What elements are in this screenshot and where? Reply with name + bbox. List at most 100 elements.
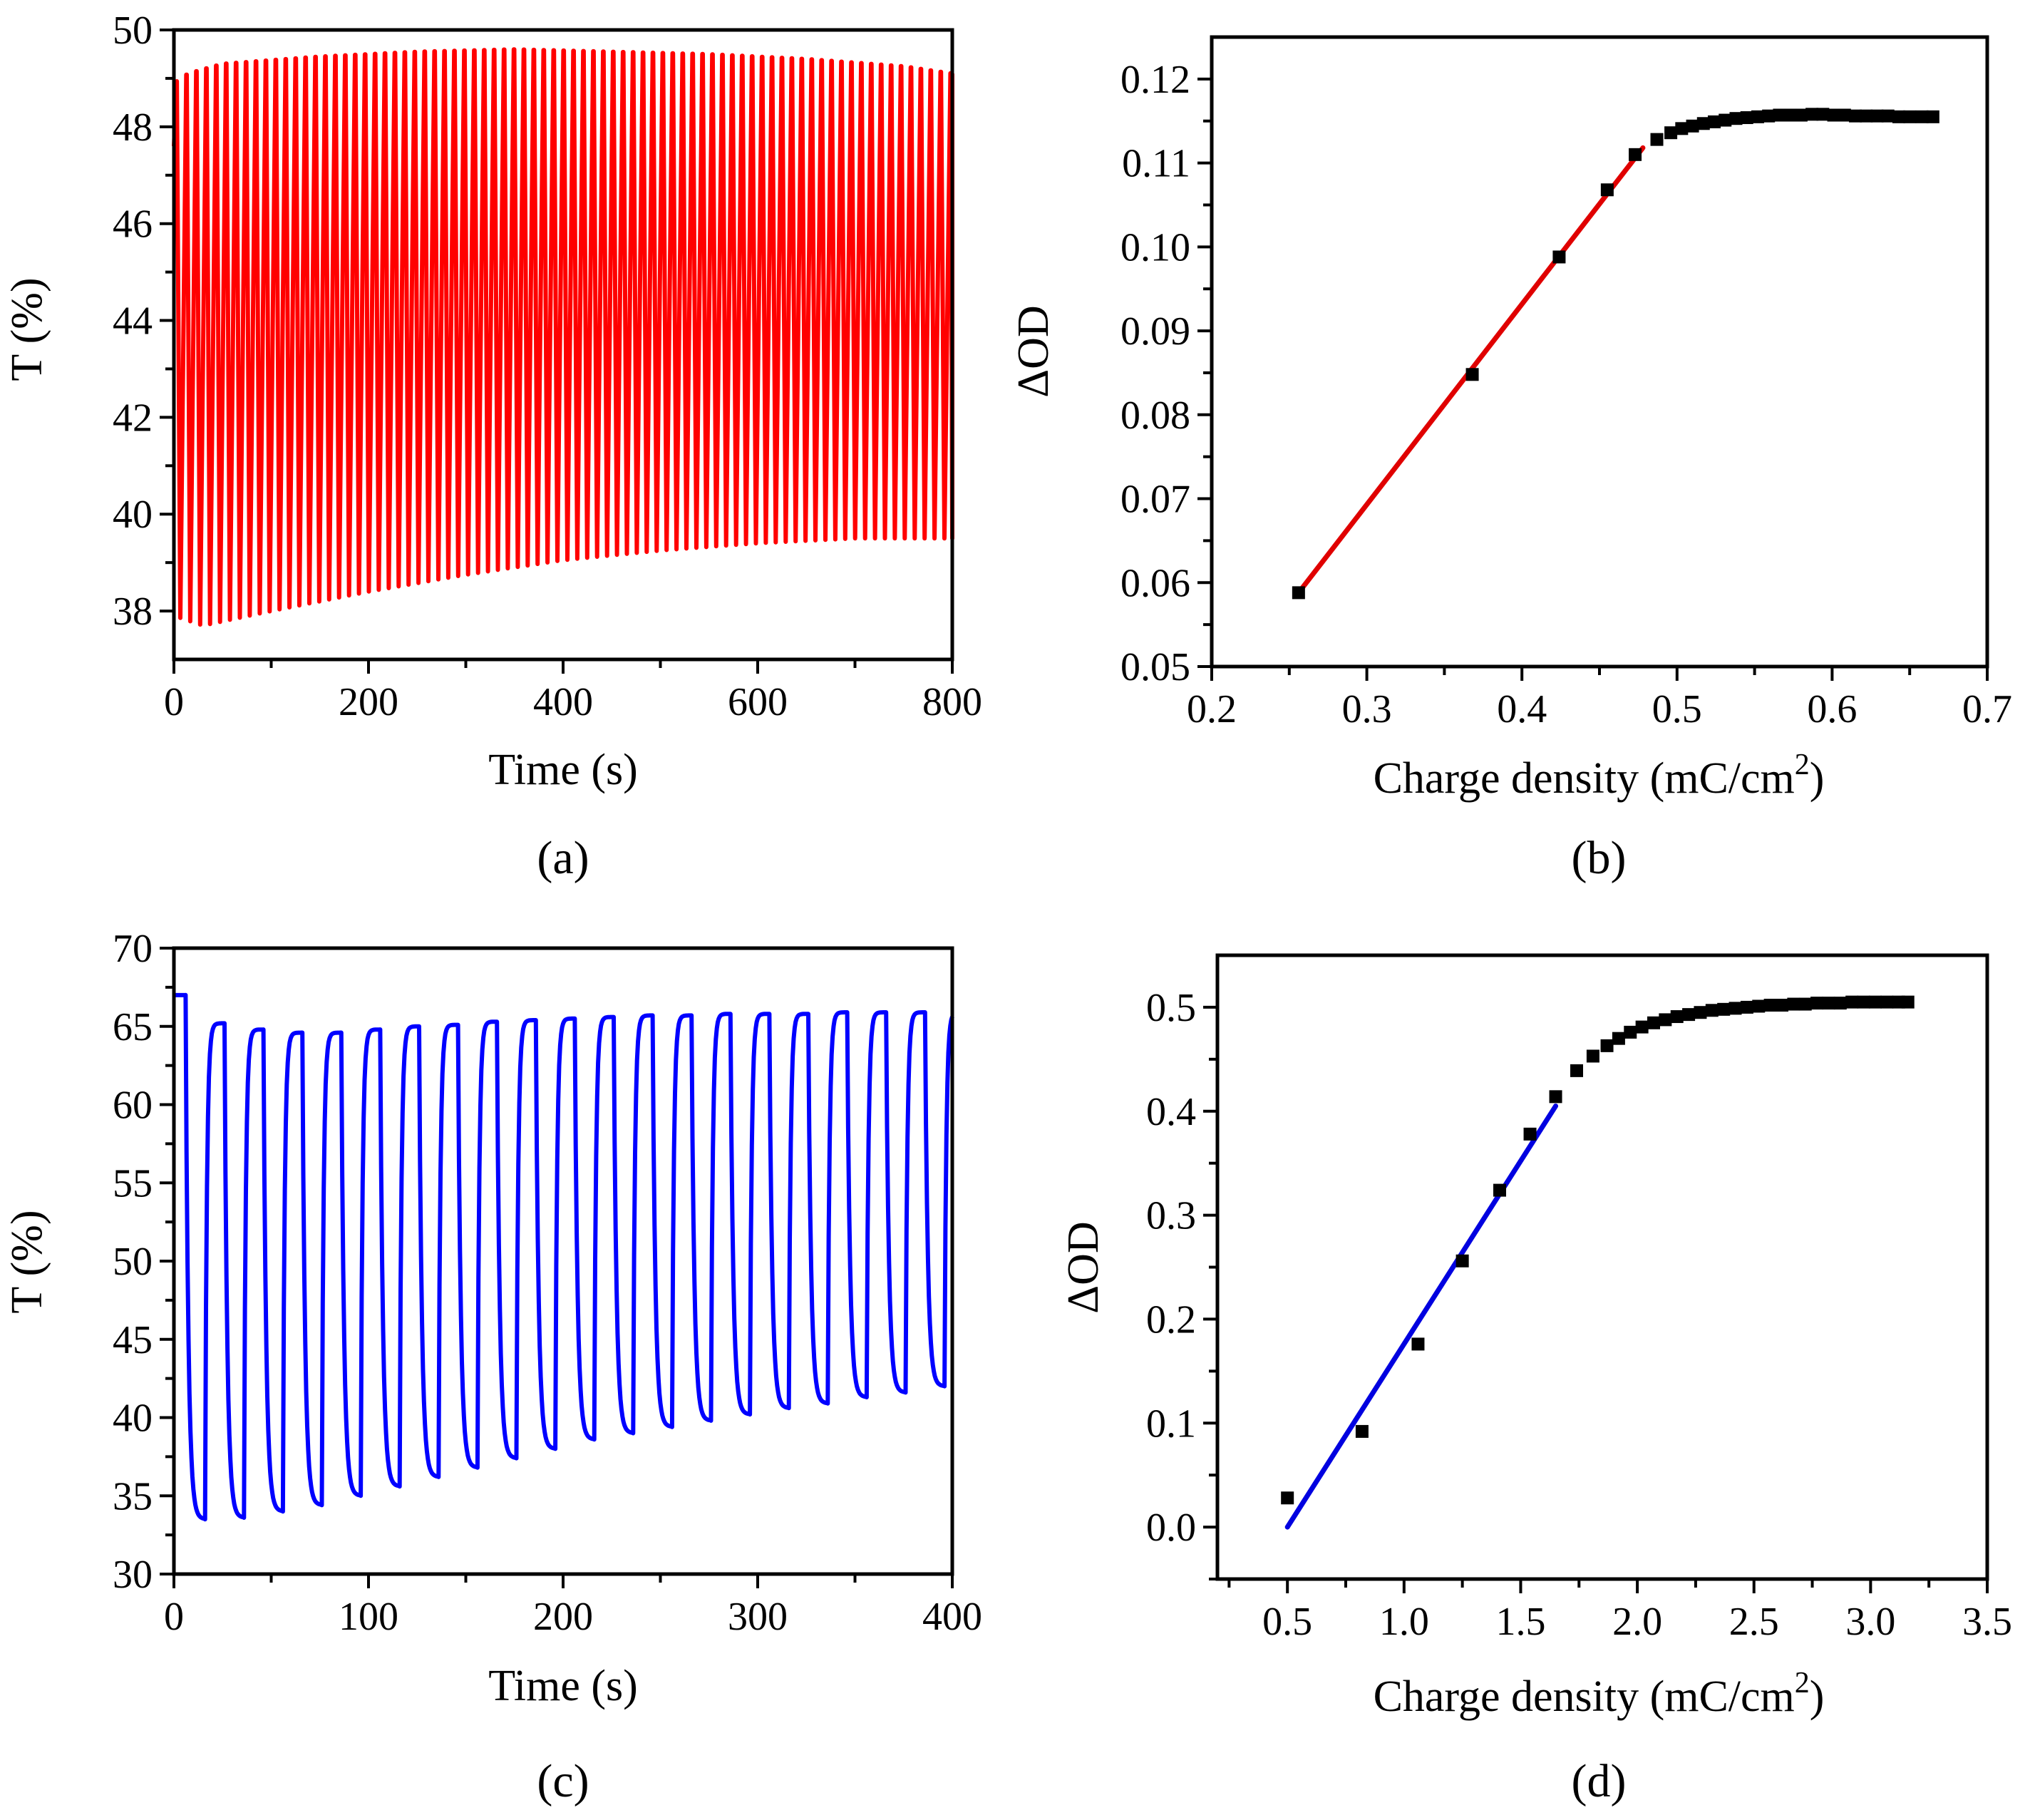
panel-d-data-point	[1624, 1025, 1637, 1039]
panel-a-x-tick-label: 0	[164, 680, 184, 724]
panel-a-y-tick-label: 40	[113, 493, 153, 537]
panel-b-data-point	[1816, 108, 1830, 121]
panel-d-y-tick-label: 0.5	[1146, 986, 1196, 1030]
panel-b-y-tick-label: 0.11	[1122, 142, 1190, 186]
panel-c-x-tick-label: 300	[728, 1595, 788, 1639]
panel-d-data-point	[1455, 1254, 1469, 1268]
panel-a-series-line	[172, 47, 954, 627]
panel-d-data-point	[1833, 997, 1847, 1010]
panel-b-y-tick-label: 0.10	[1120, 225, 1190, 269]
panel-d-data-point	[1752, 999, 1766, 1013]
panel-c-x-tick-label: 200	[533, 1595, 593, 1639]
panel-d-data-point	[1705, 1004, 1719, 1017]
panel-b-delta-od-vs-charge: 0.2 0.3 0.4 0.5 0.6 0.7 0.05 0.06 0.07 0.08 0.09 0.…	[1009, 35, 2012, 884]
panel-d-label: (d)	[1572, 1755, 1627, 1807]
panel-d-x-tick-label: 1.5	[1495, 1600, 1545, 1644]
panel-b-x-axis-label: Charge density (mC/cm2)	[1374, 749, 1825, 803]
panel-d-data-point	[1600, 1039, 1614, 1052]
panel-b-data-point	[1708, 115, 1721, 128]
panel-d-x-tick-label: 0.5	[1262, 1600, 1312, 1644]
panel-b-data-point	[1740, 111, 1753, 125]
panel-d-data-point	[1787, 997, 1800, 1011]
panel-b-x-tick-label: 0.2	[1187, 687, 1237, 731]
panel-d-data-point	[1798, 997, 1812, 1011]
panel-d-data-point	[1549, 1090, 1562, 1104]
panel-d-data-point	[1523, 1127, 1537, 1141]
panel-a-label: (a)	[537, 832, 589, 884]
panel-d-data-point	[1740, 1000, 1753, 1014]
panel-d-data-point	[1868, 995, 1882, 1009]
panel-b-data-point	[1773, 108, 1786, 122]
panel-d-x-tick-label: 3.5	[1962, 1600, 2012, 1644]
panel-d-data-point	[1810, 997, 1824, 1010]
panel-b-y-tick-label: 0.07	[1120, 478, 1190, 522]
panel-d-data-point	[1763, 999, 1777, 1012]
panel-c-y-tick-label: 55	[113, 1161, 153, 1205]
panel-a-y-tick-label: 48	[113, 106, 153, 150]
panel-c-y-tick-label: 35	[113, 1474, 153, 1518]
panel-b-y-tick-label: 0.12	[1120, 58, 1190, 102]
panel-d-data-point	[1570, 1064, 1583, 1077]
panel-b-data-point	[1838, 108, 1851, 122]
panel-c-y-tick-label: 50	[113, 1240, 153, 1284]
panel-a-x-axis-label: Time (s)	[488, 746, 638, 794]
panel-a-x-tick-label: 800	[922, 680, 982, 724]
panel-a-y-tick-label: 38	[113, 590, 153, 634]
panel-d-y-tick-label: 0.2	[1146, 1297, 1196, 1342]
panel-b-data-point	[1292, 586, 1305, 600]
panel-b-plot-frame	[1210, 35, 1989, 669]
panel-b-data-point	[1751, 110, 1764, 123]
panel-b-x-tick-label: 0.7	[1962, 687, 2012, 731]
panel-c-series-line	[174, 992, 954, 1522]
panel-b-x-tick-label: 0.3	[1342, 687, 1392, 731]
panel-b-data-point	[1827, 108, 1840, 122]
panel-d-data-point	[1845, 995, 1859, 1009]
panel-d-y-tick-label: 0.0	[1146, 1506, 1196, 1550]
panel-c-y-tick-label: 70	[113, 927, 153, 971]
panel-b-data-point	[1664, 126, 1678, 140]
panel-b-data-point	[1849, 109, 1862, 123]
panel-c-y-tick-label: 45	[113, 1318, 153, 1362]
panel-a-y-tick-label: 50	[113, 9, 153, 53]
panel-d-data-point	[1694, 1006, 1707, 1019]
panel-b-data-point	[1650, 133, 1664, 146]
panel-d-x-tick-label: 2.0	[1612, 1600, 1662, 1644]
panel-d-y-tick-label: 0.4	[1146, 1090, 1196, 1134]
panel-b-x-tick-label: 0.6	[1807, 687, 1857, 731]
panel-d-data-point	[1659, 1013, 1672, 1027]
panel-a-transmittance-cycles: 0 200 400 600 800 38 40 42 44 46 48 50 Time (s) T (…	[3, 9, 982, 884]
panel-b-data-point	[1794, 108, 1808, 122]
panel-b-y-tick-label: 0.09	[1120, 309, 1190, 354]
panel-b-data-point	[1629, 148, 1642, 161]
panel-b-data-point	[1926, 110, 1939, 123]
panel-c-y-tick-label: 65	[113, 1005, 153, 1049]
panel-b-data-point	[1762, 109, 1776, 123]
panel-c-x-tick-label: 400	[922, 1595, 982, 1639]
panel-a-x-tick-label: 200	[339, 680, 398, 724]
panel-c-y-tick-label: 30	[113, 1553, 153, 1597]
panel-b-data-point	[1686, 119, 1699, 133]
panel-b-data-point	[1805, 108, 1819, 121]
panel-b-data-point	[1600, 183, 1614, 197]
panel-b-data-point	[1719, 113, 1732, 127]
panel-d-delta-od-vs-charge: 0.5 1.0 1.5 2.0 2.5 3.0 3.50.00.10.20.30.40.5 …	[1059, 953, 2012, 1807]
panel-c-y-tick-label: 40	[113, 1397, 153, 1441]
panel-c-x-tick-label: 0	[164, 1595, 184, 1639]
panel-c-y-axis-label: T (%)	[3, 1210, 51, 1313]
panel-d-fit-line	[1284, 1103, 1559, 1530]
panel-d-data-point	[1612, 1032, 1625, 1045]
panel-b-data-point	[1870, 109, 1884, 123]
panel-b-y-tick-label: 0.05	[1120, 645, 1190, 689]
panel-b-data-point	[1892, 110, 1905, 123]
panel-a-x-tick-label: 400	[533, 680, 593, 724]
panel-d-data-point	[1586, 1049, 1599, 1063]
panel-d-data-point	[1670, 1010, 1684, 1024]
panel-d-data-point	[1880, 995, 1894, 1009]
panel-d-data-point	[1901, 995, 1915, 1009]
panel-c-transmittance-cycles: 0 100 200 300 400 30 35 40 45 50 55 60 65 70 Time (s)…	[3, 927, 982, 1807]
panel-d-x-tick-label: 1.0	[1379, 1600, 1429, 1644]
panel-b-data-point	[1552, 250, 1566, 264]
panel-b-data-point	[1881, 109, 1895, 123]
panel-d-data-point	[1411, 1337, 1425, 1351]
